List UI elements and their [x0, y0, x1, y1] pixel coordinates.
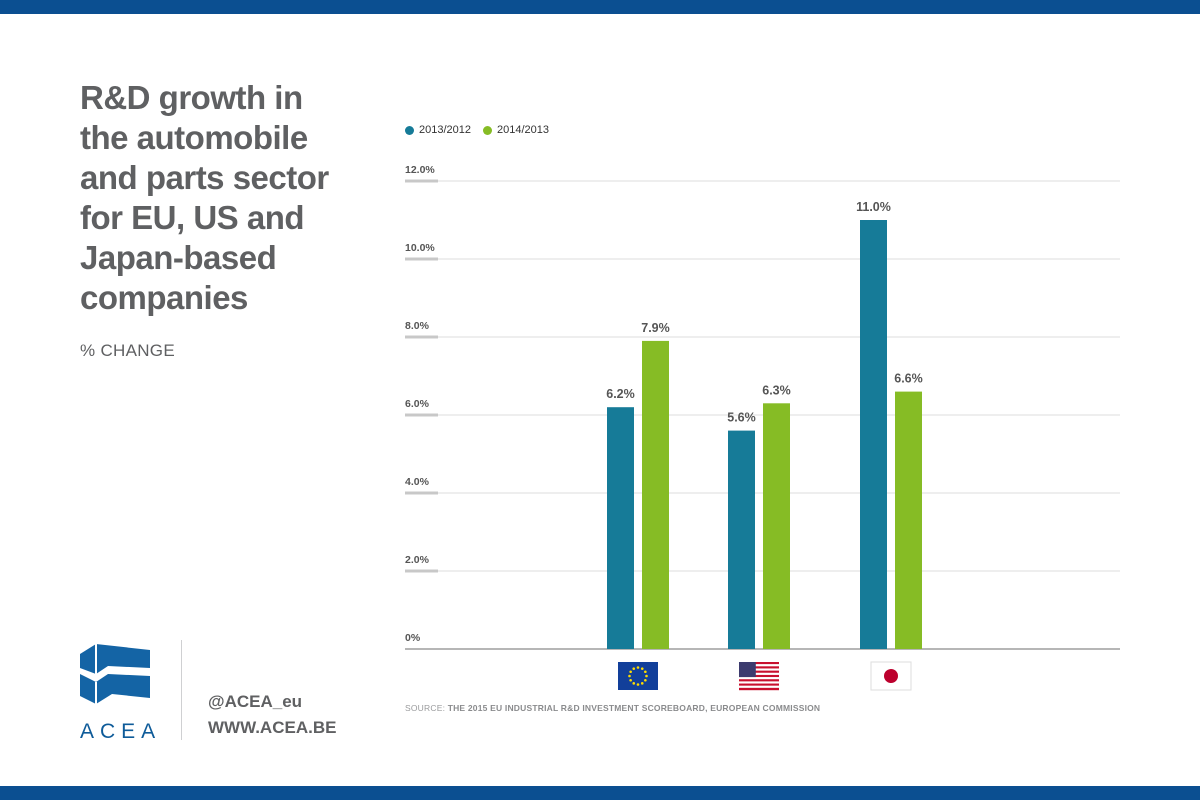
- japan-flag-icon: [870, 661, 912, 691]
- bar-value-label: 5.6%: [727, 411, 756, 425]
- legend-label-series-1: 2013/2012: [419, 124, 471, 136]
- website-link[interactable]: WWW.ACEA.BE: [208, 718, 337, 737]
- bar-value-label: 7.9%: [641, 321, 670, 335]
- bar-value-label: 6.6%: [894, 372, 923, 386]
- source-prefix: SOURCE:: [405, 703, 448, 713]
- chart-subtitle: % CHANGE: [80, 341, 175, 360]
- bar: [607, 407, 634, 649]
- bar: [728, 430, 755, 649]
- bar-value-label: 11.0%: [856, 200, 891, 214]
- y-tick-label: 2.0%: [405, 554, 430, 566]
- footer-divider: [181, 640, 182, 740]
- top-brand-bar: [0, 0, 1200, 14]
- tick-marker: [405, 335, 438, 339]
- twitter-handle[interactable]: @ACEA_eu: [208, 692, 303, 711]
- bar: [763, 403, 790, 649]
- acea-logo-text: ACEA: [80, 720, 162, 743]
- y-tick-label: 6.0%: [405, 398, 430, 410]
- tick-marker: [405, 569, 438, 573]
- y-tick-label: 12.0%: [405, 164, 435, 176]
- y-tick-label: 4.0%: [405, 476, 430, 488]
- y-tick-label: 8.0%: [405, 320, 430, 332]
- bottom-brand-bar: [0, 786, 1200, 800]
- tick-marker: [405, 413, 438, 417]
- tick-marker: [405, 179, 438, 183]
- bar: [860, 220, 887, 649]
- legend-swatch-series-2: [483, 126, 492, 135]
- bar-value-label: 6.3%: [762, 383, 791, 397]
- source-note: SOURCE: THE 2015 EU INDUSTRIAL R&D INVES…: [405, 703, 820, 713]
- bar-value-label: 6.2%: [606, 387, 635, 401]
- legend-label-series-2: 2014/2013: [497, 124, 549, 136]
- acea-logo-icon: [80, 644, 150, 704]
- us-flag-icon: [739, 662, 779, 691]
- eu-flag-icon: [618, 662, 658, 690]
- source-text: THE 2015 EU INDUSTRIAL R&D INVESTMENT SC…: [447, 703, 821, 713]
- y-tick-label: 0%: [405, 632, 421, 644]
- tick-marker: [405, 491, 438, 495]
- legend-swatch-series-1: [405, 126, 414, 135]
- tick-marker: [405, 257, 438, 261]
- chart-title: R&D growth in the automobile and parts s…: [80, 79, 329, 316]
- bar: [895, 391, 922, 649]
- y-tick-label: 10.0%: [405, 242, 435, 254]
- bar: [642, 340, 669, 649]
